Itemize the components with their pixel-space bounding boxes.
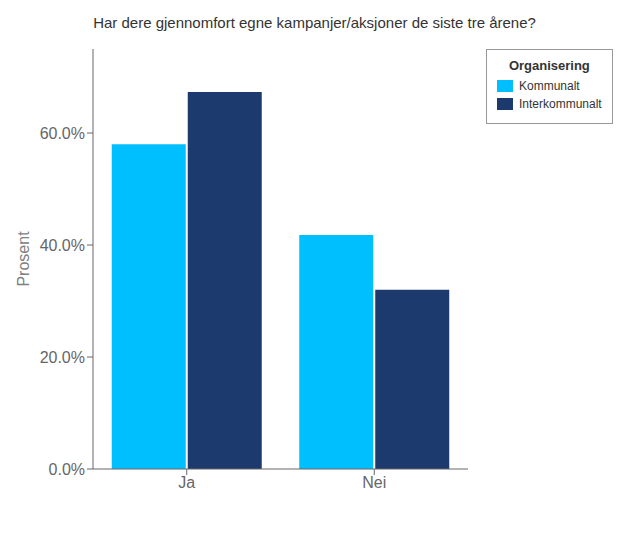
- html-text:Kommunalt: Kommunalt: [519, 79, 580, 93]
- html-text:Har dere gjennomfort egne kamp: Har dere gjennomfort egne kampanjer/aksj…: [93, 14, 536, 31]
- html-text:Organisering: Organisering: [508, 58, 590, 73]
- svg-text:Ja: Ja: [178, 474, 195, 491]
- svg-text:40.0%: 40.0%: [40, 237, 85, 254]
- svg-text:20.0%: 20.0%: [40, 349, 85, 366]
- html-text:Interkommunalt: Interkommunalt: [519, 97, 602, 111]
- svg-text:0.0%: 0.0%: [49, 461, 85, 478]
- svg-text:60.0%: 60.0%: [40, 125, 85, 142]
- svg-text:Prosent: Prosent: [15, 231, 32, 287]
- svg-text:Nei: Nei: [362, 474, 386, 491]
